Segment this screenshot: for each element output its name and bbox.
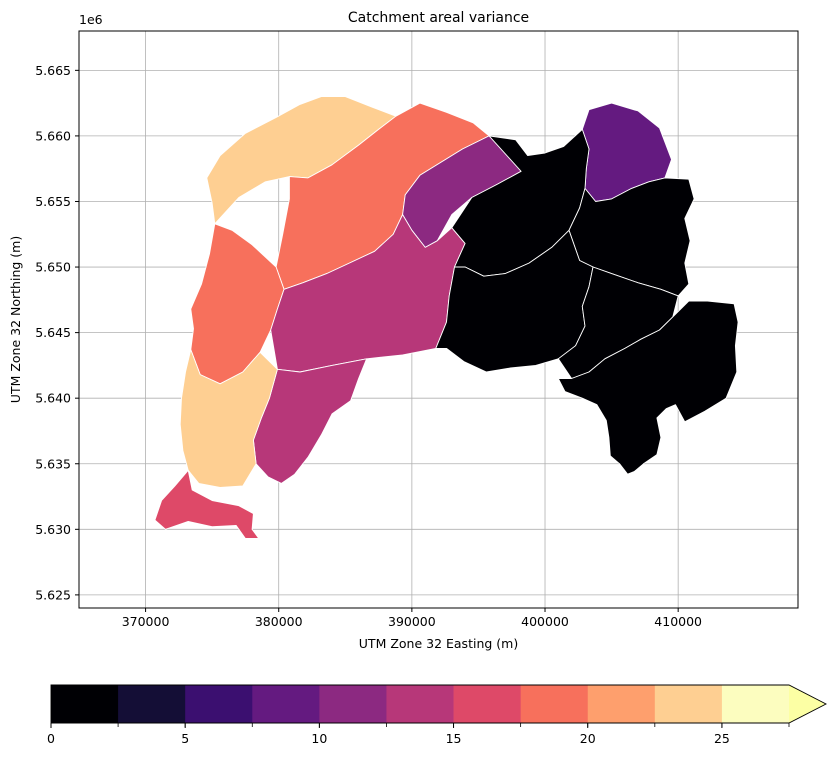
- colorbar-tick-label-3: 15: [446, 731, 462, 746]
- y-axis-label: UTM Zone 32 Northing (m): [8, 236, 23, 403]
- colorbar-tick-label-0: 0: [47, 731, 55, 746]
- x-axis-ticks: 370000 380000 390000 400000 410000: [122, 608, 702, 629]
- x-tick-label-4: 410000: [654, 614, 702, 629]
- colorbar-extend-arrow: [789, 685, 826, 723]
- colorbar-tick-label-4: 20: [580, 731, 596, 746]
- y-tick-label-0: 5.625: [35, 587, 71, 602]
- colorbar-segment-3: [252, 685, 320, 723]
- colorbar-tick-label-1: 5: [181, 731, 189, 746]
- y-axis-offset-label: 1e6: [79, 12, 103, 27]
- y-tick-label-6: 5.655: [35, 194, 71, 209]
- colorbar-segment-1: [118, 685, 186, 723]
- colorbar-segment-4: [319, 685, 387, 723]
- colorbar-segment-2: [185, 685, 253, 723]
- x-tick-label-1: 380000: [255, 614, 303, 629]
- x-axis-label: UTM Zone 32 Easting (m): [359, 636, 518, 651]
- x-tick-label-0: 370000: [122, 614, 170, 629]
- region-south-outlet: [154, 469, 260, 539]
- y-tick-label-3: 5.640: [35, 391, 71, 406]
- plot-frame: [78, 30, 799, 609]
- colorbar-tick-label-5: 25: [714, 731, 730, 746]
- colorbar-segment-8: [587, 685, 656, 723]
- catchment-regions: [154, 96, 739, 539]
- y-tick-label-1: 5.630: [35, 522, 71, 537]
- colorbar: 0 5 10 15 20 25: [47, 684, 827, 746]
- y-axis-ticks: 5.625 5.630 5.635 5.640 5.645 5.650 5.655 5.660…: [35, 63, 79, 602]
- y-tick-label-8: 5.665: [35, 63, 71, 78]
- region-south-west-flank: [179, 349, 278, 488]
- x-tick-label-2: 390000: [388, 614, 436, 629]
- y-tick-label-4: 5.645: [35, 325, 71, 340]
- y-tick-label-2: 5.635: [35, 456, 71, 471]
- y-tick-label-7: 5.660: [35, 128, 71, 143]
- colorbar-segment-9: [654, 685, 723, 723]
- colorbar-segment-0: [51, 685, 119, 723]
- colorbar-segment-7: [520, 685, 589, 723]
- colorbar-outline: [50, 684, 827, 724]
- colorbar-tick-label-2: 10: [311, 731, 327, 746]
- region-south-east-lowland: [557, 300, 739, 475]
- x-tick-label-3: 400000: [521, 614, 569, 629]
- colorbar-segment-10: [721, 685, 790, 723]
- y-tick-label-5: 5.650: [35, 260, 71, 275]
- chart-title: Catchment areal variance: [348, 10, 529, 26]
- colorbar-segment-5: [386, 685, 454, 723]
- colorbar-segment-6: [453, 685, 522, 723]
